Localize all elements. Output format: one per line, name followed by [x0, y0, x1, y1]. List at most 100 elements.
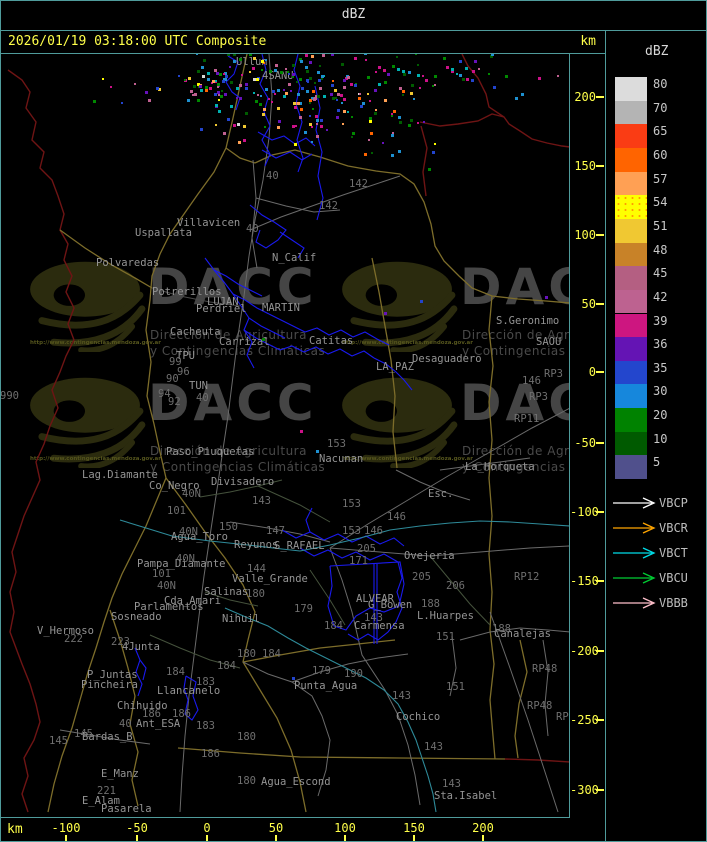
bottom-axis-tick-label: 100: [334, 821, 356, 835]
echo-dot: [364, 152, 368, 156]
echo-dot: [232, 60, 236, 64]
echo-dot: [402, 89, 406, 93]
scale-swatch: [615, 384, 647, 409]
echo-dot: [391, 134, 395, 138]
watermark-eye-icon: [30, 261, 146, 352]
echo-dot: [391, 154, 395, 158]
scale-value-label: 36: [653, 337, 668, 352]
echo-dot: [287, 71, 290, 74]
echo-dot: [192, 84, 196, 88]
echo-dot: [222, 73, 225, 76]
echo-dot: [325, 129, 328, 132]
echo-dot: [259, 102, 263, 106]
echo-dot: [332, 80, 335, 83]
echo-dot: [216, 71, 220, 75]
map-road-label: 186: [172, 708, 191, 720]
map-place-label: Carrizal: [219, 336, 270, 348]
map-road-label: 171: [349, 555, 368, 567]
right-axis-tick: [596, 442, 604, 444]
map-place-label: Carmensa: [354, 620, 405, 632]
echo-dot: [218, 93, 221, 96]
map-place-label: Nihuil: [222, 613, 260, 625]
echo-dot: [305, 66, 309, 70]
echo-dot: [350, 136, 353, 139]
scale-value-label: 54: [653, 195, 668, 210]
echo-dot: [296, 101, 300, 105]
echo-dot: [306, 78, 310, 82]
echo-dot: [472, 69, 476, 73]
echo-dot: [256, 93, 259, 96]
watermark-subtitle: y Contingencias Climáticas: [462, 344, 569, 358]
echo-dot: [291, 124, 295, 128]
echo-dot: [252, 78, 256, 82]
map-road-label: 92: [168, 396, 181, 408]
map-place-label: TUN: [189, 380, 208, 392]
echo-dot: [242, 124, 246, 128]
echo-dot: [347, 111, 350, 114]
echo-dot: [368, 117, 372, 121]
echo-dot: [395, 56, 398, 59]
right-axis-tick-label: -200: [570, 644, 599, 658]
echo-dot: [285, 67, 287, 70]
echo-dot: [491, 54, 494, 57]
bottom-axis-tick-label: -50: [126, 821, 148, 835]
map-place-label: La_Horqueta: [465, 461, 535, 473]
right-axis-tick-label: 100: [574, 228, 596, 242]
map-road-label: 40N: [176, 553, 195, 565]
echo-dot: [248, 71, 251, 74]
echo-dot: [520, 92, 524, 96]
echo-dot: [433, 75, 437, 79]
echo-dot: [93, 99, 97, 103]
map-road-label: 94: [158, 388, 171, 400]
scale-swatch: [615, 218, 647, 243]
echo-dot: [362, 101, 366, 105]
echo-dot: [353, 56, 357, 60]
echo-dot: [402, 73, 406, 77]
map-road-label: 145: [74, 728, 93, 740]
echo-dot: [294, 143, 298, 147]
echo-dot: [225, 75, 229, 79]
echo-dot: [410, 119, 414, 123]
echo-dot: [274, 64, 278, 68]
echo-dot: [223, 77, 227, 81]
echo-dot: [187, 77, 191, 81]
echo-dot: [345, 77, 349, 81]
echo-dot: [377, 83, 381, 87]
watermark-subtitle: Dirección de Agricultura: [150, 328, 307, 342]
echo-dot: [215, 79, 218, 82]
map-road-label: 146: [522, 375, 541, 387]
echo-dot: [455, 73, 458, 76]
echo-dot: [305, 54, 309, 57]
echo-dot: [211, 80, 215, 84]
echo-dot: [263, 61, 266, 64]
echo-dot: [408, 71, 412, 75]
watermark-url: http://www.contingencias.mendoza.gov.ar: [342, 340, 473, 346]
echo-dot: [226, 54, 230, 57]
echo-dot: [357, 92, 360, 95]
bottom-axis-tick-label: 50: [268, 821, 284, 835]
echo-dot: [215, 103, 219, 107]
bottom-axis-tick: [206, 835, 208, 841]
right-axis-tick-label: -250: [570, 713, 599, 727]
echo-dot: [267, 97, 270, 100]
watermark-url: http://www.contingencias.mendoza.gov.ar: [30, 340, 161, 346]
timestamp: 2026/01/19 03:18:00 UTC Composite: [8, 34, 267, 49]
echo-dot: [187, 98, 191, 102]
vector-label: VBCR: [659, 521, 688, 535]
echo-dot: [300, 430, 303, 433]
map-place-label: Salinas: [204, 586, 249, 598]
echo-dot: [277, 89, 281, 93]
echo-dot: [373, 112, 377, 116]
echo-dot: [352, 132, 355, 135]
echo-dot: [461, 77, 465, 81]
echo-dot: [322, 95, 326, 99]
map-place-label: Punta_Agua: [294, 680, 358, 692]
echo-dot: [158, 88, 162, 92]
watermark-url: http://www.contingencias.mendoza.gov.ar: [342, 456, 473, 462]
map-road-label: RP: [556, 711, 569, 723]
scale-swatch: [615, 147, 647, 172]
right-axis-tick: [596, 165, 604, 167]
echo-dot: [386, 72, 390, 76]
echo-dot: [369, 120, 373, 124]
echo-dot: [273, 93, 276, 96]
